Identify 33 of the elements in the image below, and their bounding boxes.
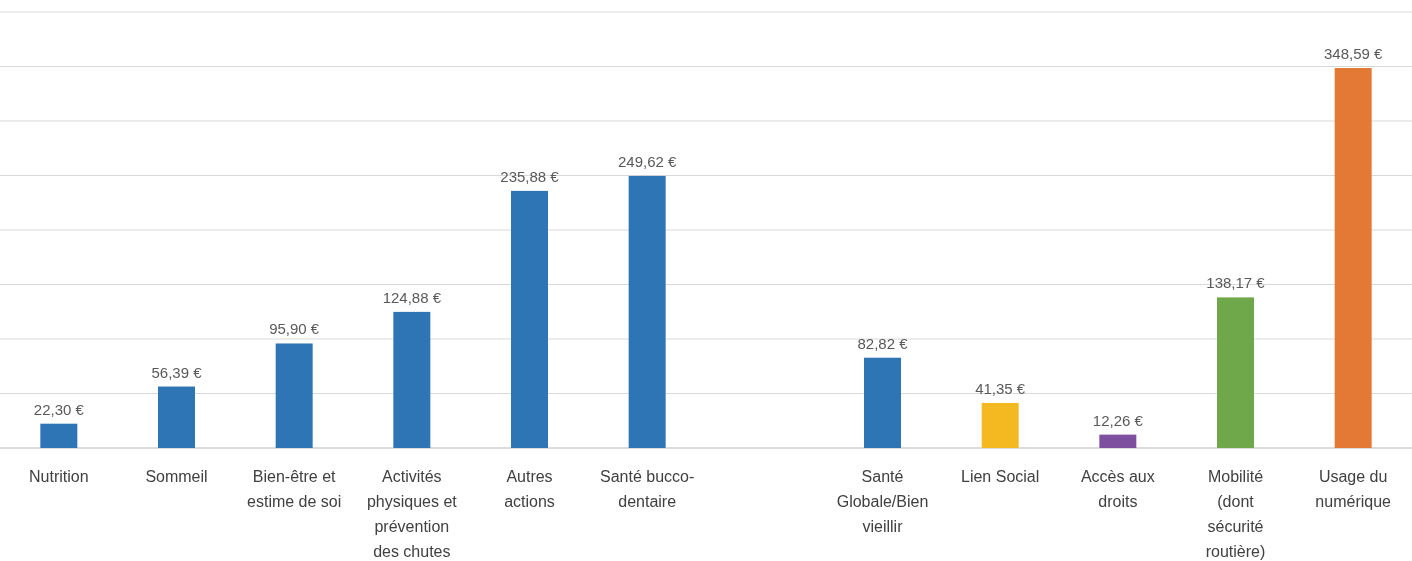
x-tick-label: Autres actions <box>504 468 555 510</box>
bar <box>628 175 666 448</box>
x-tick-label: Sommeil <box>145 468 208 485</box>
data-label: 138,17 € <box>1206 274 1266 292</box>
bar <box>275 343 313 448</box>
data-label: 235,88 € <box>500 167 560 185</box>
x-tick-label: Bien-être et estime de soi <box>247 468 342 510</box>
data-label: 124,88 € <box>382 288 442 306</box>
data-label: 22,30 € <box>33 400 85 418</box>
bar <box>1217 297 1254 448</box>
data-label: 249,62 € <box>617 152 678 170</box>
x-tick-label: Usage du numérique <box>1315 468 1392 510</box>
x-tick-label: Santé Globale/Bien vieillir <box>836 468 929 535</box>
bar <box>40 423 78 448</box>
data-label: 348,59 € <box>1323 45 1384 63</box>
data-label: 82,82 € <box>857 334 909 352</box>
bar <box>981 402 1019 448</box>
data-label: 95,90 € <box>269 320 320 338</box>
bar <box>511 190 548 448</box>
bar <box>1099 434 1137 448</box>
x-tick-label: Santé bucco-dentaire <box>600 468 695 510</box>
x-tick-label: Nutrition <box>29 468 89 485</box>
x-tick-label: Mobilité (dont sécurité routière) <box>1205 468 1266 560</box>
data-label: 41,35 € <box>975 379 1026 397</box>
x-tick-label: Lien Social <box>961 468 1040 485</box>
data-label: 56,39 € <box>151 363 203 381</box>
x-tick-label: Activités physiques et prévention des chutes <box>366 468 458 560</box>
bar <box>158 386 195 448</box>
data-label: 12,26 € <box>1092 411 1144 429</box>
bar <box>393 311 431 448</box>
bar <box>1334 68 1372 448</box>
bar <box>864 357 901 448</box>
x-tick-label: Accès aux droits <box>1080 468 1155 510</box>
